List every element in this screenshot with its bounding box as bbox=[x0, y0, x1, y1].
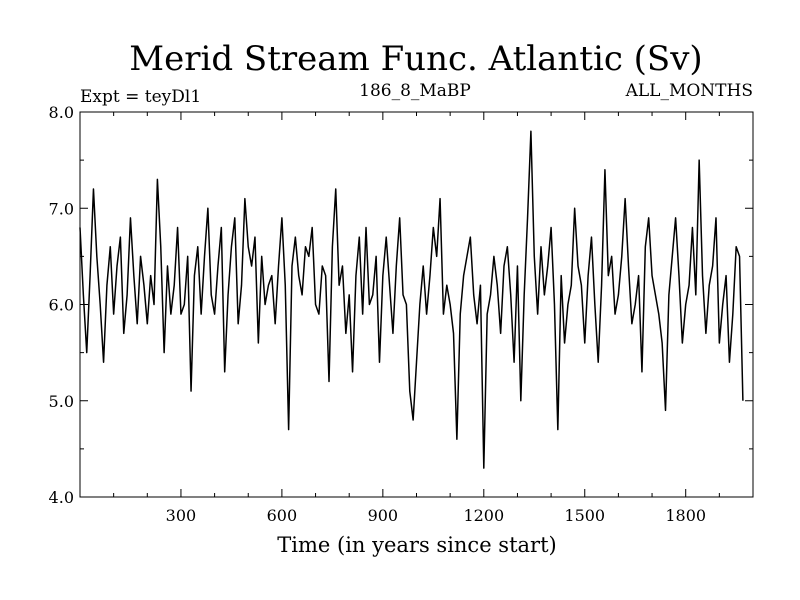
y-tick-label: 4.0 bbox=[49, 488, 74, 507]
x-tick-label: 1200 bbox=[463, 506, 504, 525]
x-tick-label: 1800 bbox=[665, 506, 706, 525]
x-tick-label: 300 bbox=[166, 506, 197, 525]
series-group bbox=[79, 130, 744, 469]
x-tick-label: 1500 bbox=[564, 506, 605, 525]
x-tick-label: 900 bbox=[368, 506, 399, 525]
x-axis-label: Time (in years since start) bbox=[277, 533, 556, 557]
months-label: ALL_MONTHS bbox=[625, 81, 753, 101]
y-tick-label: 5.0 bbox=[49, 392, 74, 411]
plot-frame bbox=[79, 111, 754, 498]
y-tick-label: 7.0 bbox=[49, 199, 74, 218]
chart-title: Merid Stream Func. Atlantic (Sv) bbox=[129, 39, 702, 79]
period-label: 186_8_MaBP bbox=[359, 81, 471, 101]
x-tick-label: 600 bbox=[267, 506, 298, 525]
y-tick-label: 6.0 bbox=[49, 296, 74, 315]
y-tick-label: 8.0 bbox=[49, 103, 74, 122]
experiment-label: Expt = teyDl1 bbox=[80, 87, 201, 107]
axes: 4.0 5.0 6.0 7.0 8.0 300 600 900 1200 1500 1800 bbox=[49, 103, 753, 525]
series-line bbox=[79, 130, 744, 469]
